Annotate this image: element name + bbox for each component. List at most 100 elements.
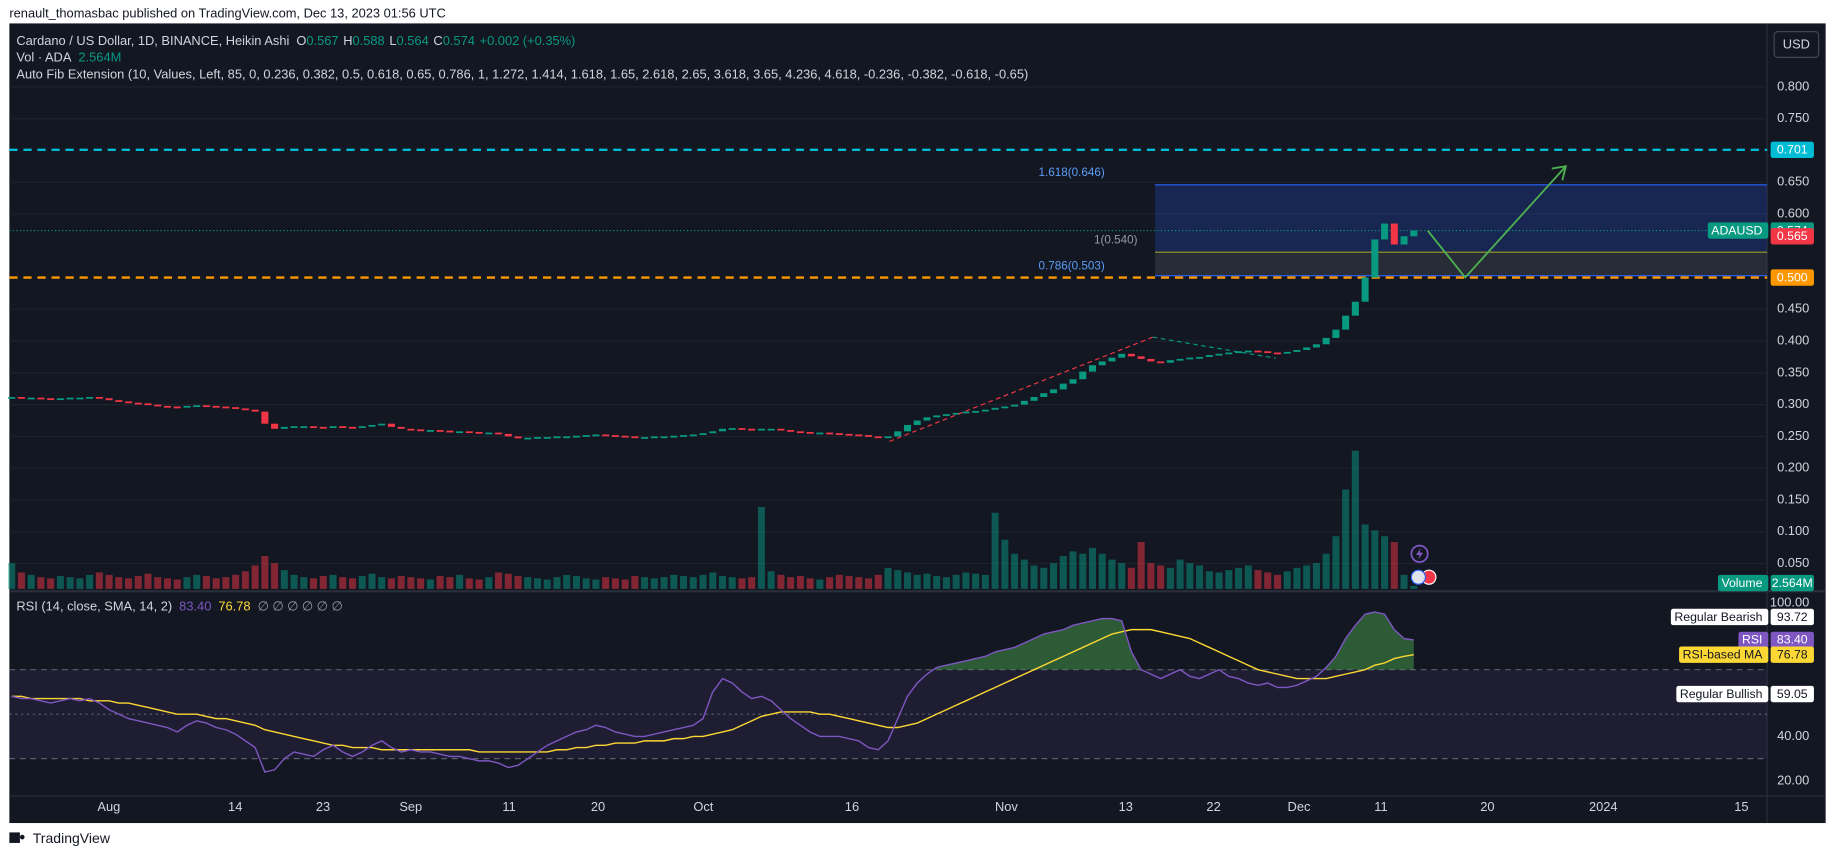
volume-bar	[1088, 547, 1096, 589]
volume-bar	[1215, 572, 1223, 589]
volume-bar	[368, 573, 376, 589]
volume-bar	[689, 577, 697, 589]
volume-bar	[1332, 536, 1340, 589]
candle	[27, 397, 35, 400]
volume-bar	[495, 572, 503, 589]
price-tag-label: 59.05	[1777, 687, 1808, 701]
fib-label: 0.786(0.503)	[1038, 259, 1104, 272]
x-tick-label: Oct	[693, 799, 713, 814]
y-tick-label: 0.400	[1777, 333, 1809, 348]
candle	[1215, 353, 1223, 356]
candle	[1108, 357, 1116, 362]
volume-bar	[816, 579, 824, 589]
y-tick-label: 0.750	[1777, 110, 1809, 125]
candle	[942, 414, 950, 416]
candle	[1264, 351, 1272, 354]
candle	[962, 411, 970, 414]
price-tag-name-box	[1676, 685, 1769, 703]
zigzag-line	[889, 336, 1153, 442]
candle	[37, 397, 45, 400]
volume-bar	[1176, 559, 1184, 589]
volume-bar	[310, 578, 318, 589]
volume-bar	[319, 576, 327, 589]
rsi-overbought-fill	[11, 611, 1414, 670]
volume-bar	[894, 570, 902, 589]
volume-bar	[1157, 565, 1165, 589]
candle	[689, 434, 697, 437]
candle	[426, 430, 434, 432]
volume-bar	[76, 578, 84, 589]
candle	[650, 436, 658, 439]
volume-bar	[271, 563, 279, 589]
candle	[1342, 315, 1350, 330]
candle	[1254, 350, 1262, 353]
currency-button[interactable]	[1773, 31, 1820, 58]
volume-bar	[1040, 567, 1048, 589]
candle	[981, 409, 989, 412]
volume-bar	[397, 576, 405, 589]
volume-bar	[1011, 553, 1019, 589]
volume-bar	[8, 563, 16, 589]
x-tick-label: 20	[591, 799, 605, 814]
symbol-title: Cardano / US Dollar, 1D, BINANCE, Heikin…	[16, 34, 289, 49]
y-tick-label: 0.150	[1777, 491, 1809, 506]
rsi-tick-label: 20.00	[1777, 772, 1809, 787]
volume-bar	[709, 572, 717, 589]
volume-bar	[991, 512, 999, 589]
price-tag-label: 0.701	[1777, 143, 1808, 157]
x-tick-label: 22	[1206, 799, 1220, 814]
volume-bar	[787, 577, 795, 589]
candle	[1040, 393, 1048, 398]
candle	[1322, 337, 1330, 345]
candle	[1312, 344, 1320, 348]
candle	[1098, 361, 1106, 366]
volume-bar	[1127, 567, 1135, 589]
volume-bar	[942, 577, 950, 589]
candle	[1273, 352, 1281, 355]
x-tick-label: 23	[316, 799, 330, 814]
volume-bar	[1342, 489, 1350, 589]
brand-logo	[9, 832, 20, 843]
volume-bar	[845, 576, 853, 589]
candle	[212, 405, 220, 408]
ohlc-value: 0.564	[397, 34, 429, 49]
candle	[680, 435, 688, 437]
candle	[1166, 360, 1174, 363]
candle	[757, 428, 765, 431]
volume-bar	[923, 573, 931, 589]
volume-bar	[37, 577, 45, 589]
candle	[319, 426, 327, 429]
candle	[1244, 350, 1252, 353]
price-tag-name: ADAUSD	[1711, 223, 1762, 237]
volume-bar	[144, 573, 152, 589]
candle	[1390, 223, 1398, 245]
candle	[865, 435, 873, 437]
candle	[777, 428, 785, 431]
y-tick-label: 0.800	[1777, 78, 1809, 93]
rsi-line	[11, 611, 1414, 773]
candle	[533, 437, 541, 439]
volume-bar	[387, 578, 395, 589]
volume-bar	[962, 572, 970, 589]
candle	[796, 431, 804, 434]
x-tick-label: 14	[228, 799, 242, 814]
candle	[767, 428, 775, 431]
candle	[222, 406, 230, 409]
candle	[76, 397, 84, 400]
candle	[1332, 329, 1340, 338]
candle	[1176, 358, 1184, 361]
volume-bar	[1361, 524, 1369, 589]
candle	[290, 426, 298, 428]
price-tag-name-box	[1707, 222, 1769, 239]
price-tag-name-box	[1679, 646, 1769, 663]
volume-bar	[855, 577, 863, 589]
volume-bar	[154, 577, 162, 589]
rsi-ma-value: 76.78	[218, 599, 250, 614]
flag-icon[interactable]	[1410, 569, 1426, 585]
volume-bar	[1186, 563, 1194, 589]
volume-bar	[650, 578, 658, 589]
volume-bar	[261, 556, 269, 589]
candle	[913, 420, 921, 425]
volume-bar	[1205, 571, 1213, 589]
candle	[514, 436, 522, 439]
